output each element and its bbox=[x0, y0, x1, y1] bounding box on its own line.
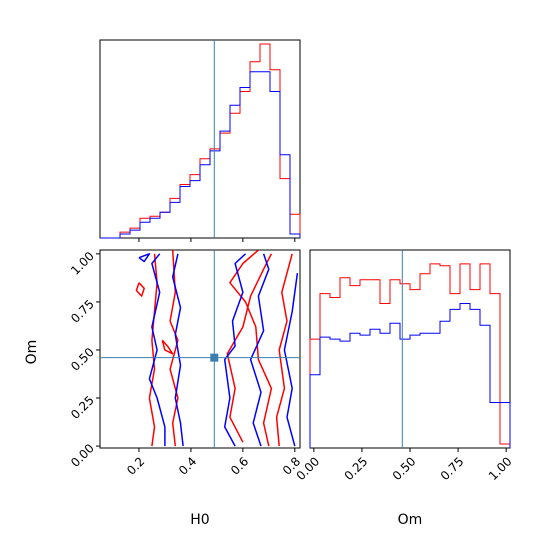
contour-xtick-label: 0.6 bbox=[228, 454, 251, 477]
contour-line-blue bbox=[148, 253, 166, 447]
contour-line-blue bbox=[283, 272, 299, 447]
contour-marks bbox=[100, 250, 300, 448]
contour-line-blue bbox=[171, 253, 184, 447]
contour-line-red bbox=[135, 282, 145, 297]
contour-xtick-label: 0.2 bbox=[124, 454, 147, 477]
histogram-series-red bbox=[309, 263, 511, 448]
hist-om-marks bbox=[309, 250, 511, 448]
contour-line-blue bbox=[249, 253, 270, 447]
contour-line-blue bbox=[138, 253, 151, 263]
contour-ytick-label: 0.50 bbox=[68, 345, 97, 374]
hist-h0-frame bbox=[99, 39, 301, 239]
hist-om-xtick-label: 0.25 bbox=[342, 454, 371, 483]
truth-point-marker bbox=[210, 353, 219, 362]
y-axis-label-om: Om bbox=[24, 340, 40, 365]
contour-line-red bbox=[229, 250, 273, 447]
contour-line-red bbox=[148, 253, 158, 447]
contour-line-red bbox=[161, 339, 174, 355]
panel-contour: 0.2 0.4 0.6 0.80.000.250.500.751.00 H0 Om bbox=[24, 249, 303, 528]
hist-h0-ticks bbox=[138, 238, 296, 242]
contour-line-red bbox=[275, 253, 293, 447]
hist-om-xtick-label: 0.75 bbox=[438, 454, 467, 483]
hist-om-ticks: 0.00 0.25 0.50 0.75 1.00 bbox=[294, 448, 515, 483]
panel-hist-h0 bbox=[99, 39, 301, 242]
contour-line-blue bbox=[223, 253, 247, 447]
hist-om-xtick-label: 0.50 bbox=[390, 454, 419, 483]
x-axis-label-om: Om bbox=[398, 512, 423, 528]
contour-ytick-label: 0.25 bbox=[68, 393, 97, 422]
contour-xtick-label: 0.4 bbox=[176, 454, 199, 477]
x-axis-label-h0: H0 bbox=[190, 512, 209, 528]
contour-frame bbox=[99, 249, 301, 449]
contour-ytick-label: 0.75 bbox=[68, 297, 97, 326]
contour-lines bbox=[135, 250, 299, 447]
contour-ytick-label: 1.00 bbox=[68, 249, 97, 278]
contour-line-red bbox=[169, 250, 179, 447]
histogram-series-blue bbox=[100, 71, 301, 239]
hist-h0-marks bbox=[100, 40, 301, 239]
hist-om-xtick-label: 0.00 bbox=[294, 454, 323, 483]
histogram-series-blue bbox=[309, 303, 511, 448]
panel-hist-om: 0.00 0.25 0.50 0.75 1.00 Om bbox=[294, 249, 515, 528]
hist-om-xtick-label: 1.00 bbox=[486, 454, 515, 483]
contour-ytick-label: 0.00 bbox=[68, 441, 97, 470]
